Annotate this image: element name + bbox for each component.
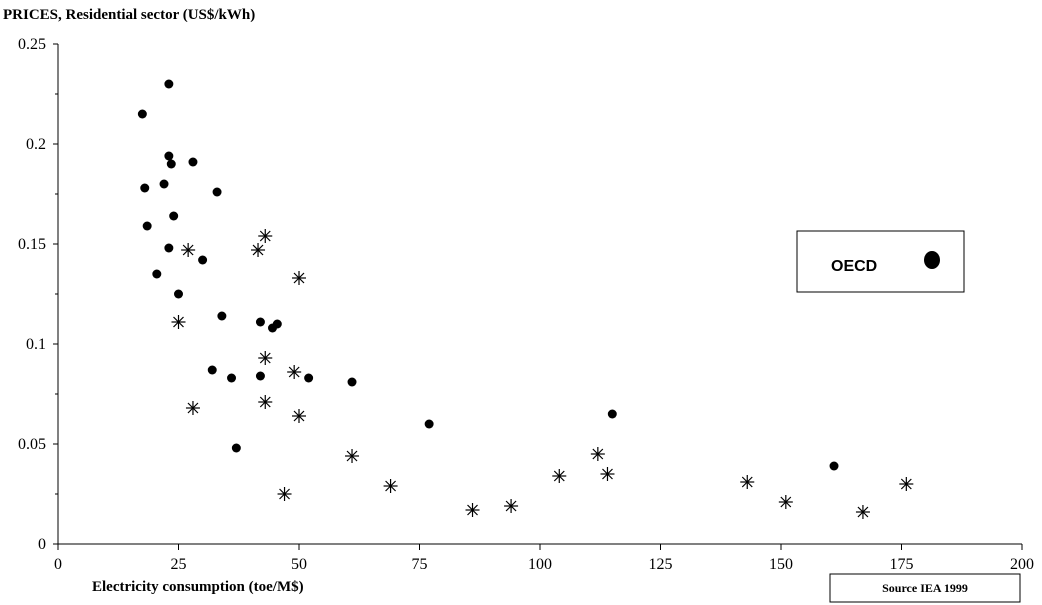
oecd-point bbox=[304, 373, 314, 383]
asterisk-point bbox=[590, 447, 605, 461]
asterisk-point bbox=[740, 475, 755, 489]
y-tick-label: 0.1 bbox=[26, 336, 46, 353]
legend: OECD bbox=[796, 230, 965, 293]
y-tick-label: 0.2 bbox=[26, 136, 46, 153]
asterisk-point bbox=[600, 467, 615, 481]
oecd-point bbox=[207, 365, 217, 375]
oecd-point bbox=[140, 183, 150, 193]
oecd-point bbox=[231, 443, 241, 453]
x-tick-label: 150 bbox=[769, 556, 793, 573]
asterisk-point bbox=[185, 401, 200, 415]
source-box bbox=[829, 573, 1021, 603]
asterisk-point bbox=[258, 229, 273, 243]
y-tick-label: 0.15 bbox=[18, 236, 46, 253]
asterisk-point bbox=[778, 495, 793, 509]
x-ticks: 0 25 50 75 100 125 150 175 200 bbox=[54, 544, 1034, 573]
oecd-point bbox=[188, 157, 198, 167]
asterisk-point bbox=[899, 477, 914, 491]
asterisk-point bbox=[465, 503, 480, 517]
oecd-point bbox=[164, 151, 174, 161]
x-tick-label: 200 bbox=[1010, 556, 1034, 573]
asterisk-point bbox=[258, 395, 273, 409]
oecd-point bbox=[164, 79, 174, 89]
oecd-point bbox=[607, 409, 617, 419]
legend-marker-dot bbox=[924, 251, 940, 269]
oecd-point bbox=[142, 221, 152, 231]
oecd-point bbox=[212, 187, 222, 197]
y-tick-label: 0 bbox=[38, 536, 46, 553]
asterisk-point bbox=[345, 449, 360, 463]
oecd-point bbox=[217, 311, 227, 321]
asterisk-point bbox=[504, 499, 519, 513]
oecd-point bbox=[255, 317, 265, 327]
legend-label-oecd: OECD bbox=[831, 258, 877, 275]
oecd-point bbox=[174, 289, 183, 299]
asterisk-point bbox=[855, 505, 870, 519]
y-tick-label: 0.05 bbox=[18, 436, 46, 453]
asterisk-point bbox=[181, 243, 196, 257]
x-tick-label: 175 bbox=[890, 556, 914, 573]
y-tick-label: 0.25 bbox=[18, 36, 46, 53]
asterisk-point bbox=[292, 271, 306, 285]
oecd-point bbox=[159, 179, 169, 189]
source-note: Source IEA 1999 bbox=[829, 573, 1021, 603]
oecd-point bbox=[227, 373, 237, 383]
axes bbox=[57, 44, 1022, 545]
x-tick-label: 0 bbox=[54, 556, 62, 573]
oecd-point bbox=[198, 255, 208, 265]
asterisk-point bbox=[258, 351, 273, 365]
x-tick-label: 50 bbox=[291, 556, 307, 573]
data-marks bbox=[137, 79, 914, 519]
x-tick-label: 125 bbox=[649, 556, 673, 573]
asterisk-point bbox=[292, 409, 306, 423]
x-tick-label: 75 bbox=[412, 556, 428, 573]
oecd-point bbox=[255, 371, 265, 381]
asterisk-point bbox=[171, 315, 186, 329]
asterisk-point bbox=[251, 243, 266, 257]
oecd-point bbox=[152, 269, 162, 279]
oecd-point bbox=[166, 159, 176, 169]
asterisk-point bbox=[277, 487, 292, 501]
oecd-point bbox=[347, 377, 357, 387]
asterisk-point bbox=[552, 469, 567, 483]
oecd-point bbox=[169, 211, 179, 221]
oecd-point bbox=[829, 461, 839, 471]
source-text: Source IEA 1999 bbox=[882, 581, 968, 595]
oecd-point bbox=[137, 109, 147, 119]
y-ticks: 0 0.05 0.1 0.15 0.2 0.25 bbox=[18, 36, 58, 553]
x-axis-label: Electricity consumption (toe/M$) bbox=[92, 579, 304, 595]
x-tick-label: 100 bbox=[528, 556, 552, 573]
oecd-point bbox=[424, 419, 434, 429]
x-tick-label: 25 bbox=[171, 556, 187, 573]
oecd-point bbox=[164, 243, 174, 253]
asterisk-point bbox=[383, 479, 398, 493]
asterisk-point bbox=[287, 365, 302, 379]
chart-title: PRICES, Residential sector (US$/kWh) bbox=[3, 7, 255, 23]
oecd-point bbox=[272, 319, 282, 329]
